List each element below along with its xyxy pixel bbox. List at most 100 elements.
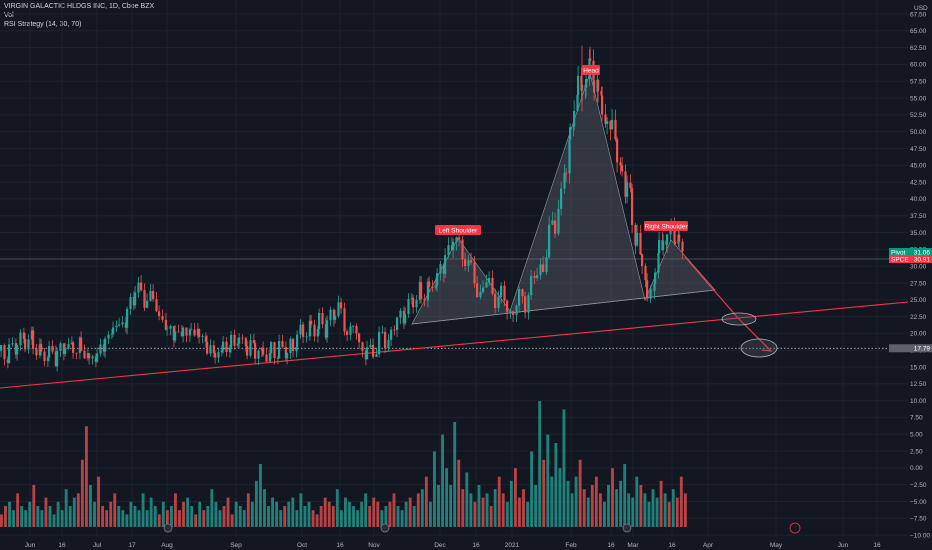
candle-body	[423, 298, 426, 301]
candle-body	[349, 326, 352, 335]
candle-body	[542, 264, 545, 272]
candle-body	[479, 291, 482, 298]
pattern-label-text: Head	[583, 67, 599, 74]
candle-body	[375, 354, 378, 358]
volume-bar	[663, 493, 667, 527]
candle-body	[415, 299, 418, 308]
candle-body	[624, 171, 627, 197]
candle-body	[104, 338, 107, 352]
candle-body	[190, 329, 193, 331]
candle-body	[619, 162, 622, 166]
volume-bar	[356, 510, 359, 527]
volume-bar	[84, 426, 88, 527]
candle-body	[252, 340, 255, 344]
candle-body	[678, 234, 681, 242]
candles	[0, 45, 684, 372]
candle-body	[393, 329, 396, 331]
volume-bar	[246, 493, 250, 527]
candle-body	[614, 119, 617, 140]
candle-body	[180, 331, 183, 337]
candle-body	[132, 297, 135, 306]
candle-body	[378, 331, 381, 355]
candle-body	[146, 300, 149, 308]
candle-body	[434, 285, 437, 288]
rsi-strategy-label[interactable]: RSI Strategy (14, 30, 70)	[4, 21, 82, 28]
candle-body	[346, 331, 349, 335]
candle-body	[286, 352, 289, 359]
time-tick-label: 2021	[505, 542, 520, 549]
candle-body	[455, 237, 458, 242]
candle-body	[551, 220, 554, 225]
candle-body	[230, 334, 233, 348]
chart-title: VIRGIN GALACTIC HLDGS INC, 1D, Cboe BZX	[4, 3, 155, 10]
volume-indicator-label[interactable]: Vol	[4, 12, 14, 19]
pattern-label-bg	[644, 221, 688, 231]
candle-body	[361, 342, 364, 352]
candle-body	[196, 328, 199, 336]
candle-body	[59, 343, 62, 351]
volume-bar	[80, 459, 84, 527]
volume-bar	[493, 489, 497, 527]
candle-body	[102, 344, 105, 352]
volume-bar	[485, 493, 489, 527]
pattern-label-text: Left Shoulder	[439, 227, 479, 234]
time-tick-label: Dec	[434, 542, 446, 549]
volume-bar	[384, 506, 388, 527]
price-tick-label: 60.00	[910, 62, 927, 69]
candle-body	[439, 264, 442, 274]
price-tick-label: 62.50	[910, 45, 927, 52]
volume-bar	[157, 514, 161, 527]
pattern-label-bg	[582, 65, 600, 75]
volume-bar	[222, 506, 226, 527]
price-tick-label: 2.50	[910, 448, 923, 455]
candle-body	[601, 95, 604, 115]
volume-bar	[364, 493, 368, 527]
candle-body	[238, 337, 241, 344]
price-tick-label: 37.50	[910, 213, 927, 220]
candle-body	[270, 342, 273, 353]
candle-body	[436, 273, 439, 286]
candle-body	[512, 311, 515, 315]
candle-body	[54, 351, 57, 367]
candle-body	[657, 253, 660, 273]
candle-body	[161, 315, 164, 320]
candle-body	[629, 182, 632, 189]
candle-body	[206, 341, 209, 354]
candle-body	[32, 330, 35, 349]
volume-bar	[376, 501, 380, 527]
price-tag-bg	[889, 248, 932, 256]
volume-bar	[214, 501, 218, 527]
candle-body	[99, 344, 102, 354]
candle-body	[51, 345, 54, 352]
volume-bar	[424, 476, 428, 527]
candle-body	[387, 339, 390, 349]
candle-body	[126, 308, 129, 328]
candle-body	[193, 329, 196, 336]
candle-body	[83, 350, 86, 359]
price-tick-label: 12.50	[910, 381, 927, 388]
candle-body	[292, 338, 295, 351]
volume-bar	[408, 497, 412, 527]
time-tick-label: Apr	[703, 542, 714, 549]
volume-bar	[522, 489, 525, 527]
candle-body	[560, 188, 563, 209]
candle-body	[56, 350, 59, 367]
candle-body	[646, 280, 649, 299]
price-tick-label: 20.00	[910, 331, 927, 338]
volume-bar	[32, 485, 36, 527]
candle-body	[565, 172, 568, 174]
candle-body	[24, 338, 27, 350]
candle-body	[600, 90, 603, 96]
candle-body	[589, 58, 592, 61]
volume-bar	[611, 468, 614, 527]
price-tag: SPCE 30.91	[889, 255, 932, 263]
candle-body	[88, 353, 91, 359]
volume-bar	[404, 501, 408, 527]
candle-body	[609, 120, 612, 130]
candle-body	[580, 75, 583, 91]
volume-bar	[89, 485, 92, 527]
volume-bar	[186, 497, 190, 527]
candle-body	[217, 352, 220, 358]
candle-body	[476, 283, 479, 298]
